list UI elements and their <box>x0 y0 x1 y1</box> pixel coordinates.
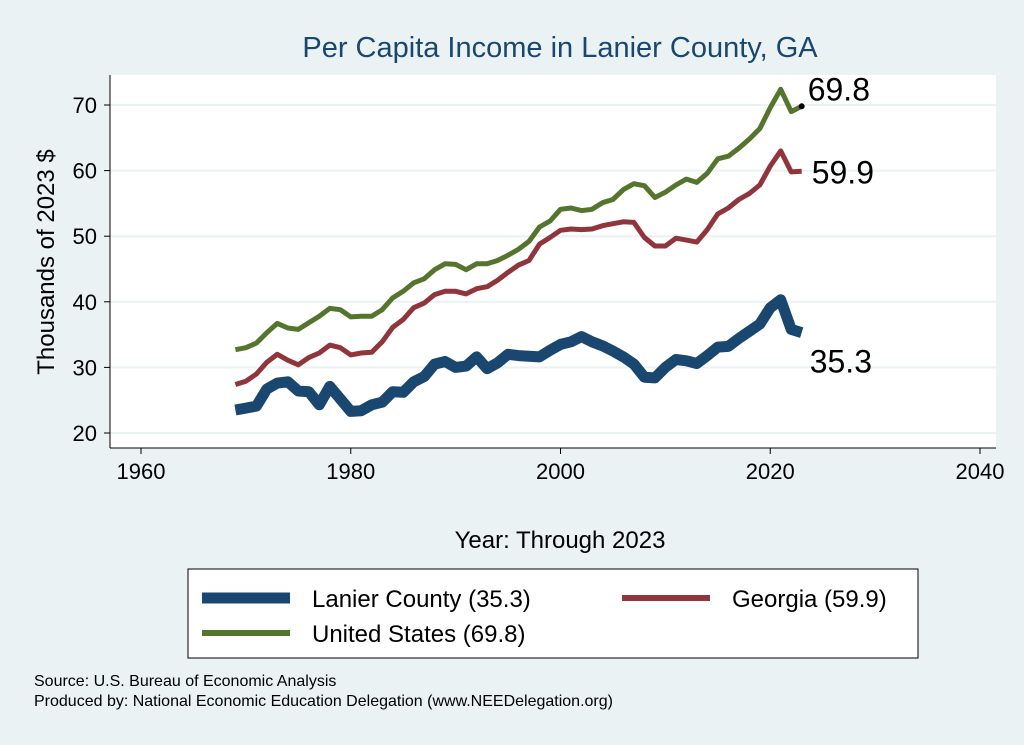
legend-box <box>187 568 919 659</box>
x-axis-title: Year: Through 2023 <box>455 527 666 554</box>
end-label-united-states: 69.8 <box>808 71 870 107</box>
series-lines <box>234 86 804 417</box>
legend-label-georgia: Georgia (59.9) <box>732 586 887 613</box>
y-tick-label: 30 <box>73 355 97 380</box>
x-tick-label: 1980 <box>326 459 375 484</box>
y-axis-title: Thousands of 2023 $ <box>33 149 60 375</box>
gridlines <box>110 104 996 434</box>
end-label-georgia: 59.9 <box>812 154 874 190</box>
y-tick-label: 60 <box>73 159 97 184</box>
x-ticks: 1960 1980 2000 2020 2040 <box>117 448 1005 484</box>
legend: Lanier County (35.3) Georgia (59.9) Unit… <box>187 568 919 659</box>
x-tick-label: 2040 <box>956 459 1005 484</box>
x-tick-label: 2000 <box>536 459 585 484</box>
series-line-georgia <box>234 148 802 387</box>
series-line-lanier-county <box>234 294 804 417</box>
y-tick-label: 50 <box>73 224 97 249</box>
legend-label-us: United States (69.8) <box>312 621 525 648</box>
y-tick-label: 40 <box>73 290 97 315</box>
end-point-marker <box>798 103 805 110</box>
end-labels: 69.8 59.9 35.3 <box>798 71 874 380</box>
plot-area <box>110 75 996 448</box>
legend-label-lanier: Lanier County (35.3) <box>312 586 531 613</box>
y-tick-label: 70 <box>73 93 97 118</box>
x-tick-label: 1960 <box>117 459 166 484</box>
end-label-lanier-county: 35.3 <box>810 344 872 380</box>
chart-title: Per Capita Income in Lanier County, GA <box>302 32 818 64</box>
series-line-united-states <box>234 86 803 353</box>
x-tick-label: 2020 <box>746 459 795 484</box>
y-tick-label: 20 <box>73 421 97 446</box>
source-note: Source: U.S. Bureau of Economic Analysis <box>34 673 336 690</box>
produced-by-note: Produced by: National Economic Education… <box>34 693 613 710</box>
y-ticks: 20 30 40 50 60 70 <box>73 93 110 446</box>
